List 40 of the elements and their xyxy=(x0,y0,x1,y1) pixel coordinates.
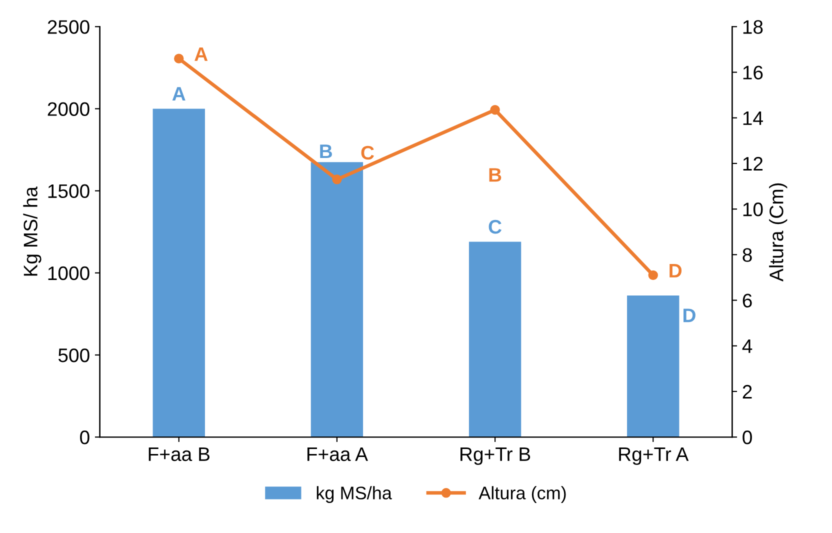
y-tick-label: 500 xyxy=(58,348,90,362)
data-label: B xyxy=(320,144,332,158)
y-tick-label: 0 xyxy=(80,430,90,444)
point xyxy=(648,270,658,280)
bar xyxy=(627,296,680,438)
legend-label: kg MS/ha xyxy=(316,486,392,503)
legend-label: Altura (cm) xyxy=(478,486,566,503)
y2-tick-label: 0 xyxy=(742,430,752,444)
x-tick-label: F+aa A xyxy=(307,447,368,462)
bar xyxy=(152,108,205,438)
y2-tick-label: 14 xyxy=(743,112,763,125)
data-label: C xyxy=(361,146,374,160)
y2-tick-label: 6 xyxy=(742,294,752,308)
y2-tick-label: 8 xyxy=(742,248,752,262)
y2-tick-label: 4 xyxy=(742,340,752,353)
y2-tick-label: 2 xyxy=(742,384,752,399)
bar xyxy=(310,162,364,438)
point xyxy=(490,105,500,115)
data-label: C xyxy=(488,220,502,234)
y-tick-label: 2000 xyxy=(48,102,90,116)
y-tick-label: 2500 xyxy=(48,20,90,34)
data-label: D xyxy=(670,264,682,278)
y2-axis-title: Altura (Cm) xyxy=(769,183,788,282)
data-label: D xyxy=(684,308,696,322)
x-tick-label: Rg+Tr B xyxy=(460,447,530,465)
y-axis-title: Kg MS/ ha xyxy=(23,186,42,276)
y-tick-label: 1000 xyxy=(48,266,90,280)
y2-tick-label: 10 xyxy=(743,202,763,216)
bar xyxy=(468,242,522,438)
y2-tick-label: 16 xyxy=(743,66,763,80)
y2-tick-label: 12 xyxy=(743,156,763,170)
data-label: B xyxy=(489,168,502,182)
y2-tick-label: 18 xyxy=(743,20,763,34)
point xyxy=(332,174,342,184)
data-label: A xyxy=(172,87,186,101)
x-tick-label: F+aa B xyxy=(148,447,210,462)
y-tick-label: 1500 xyxy=(48,184,90,198)
x-tick-label: Rg+Tr A xyxy=(619,447,689,465)
data-label: A xyxy=(194,47,208,61)
point xyxy=(174,54,184,64)
